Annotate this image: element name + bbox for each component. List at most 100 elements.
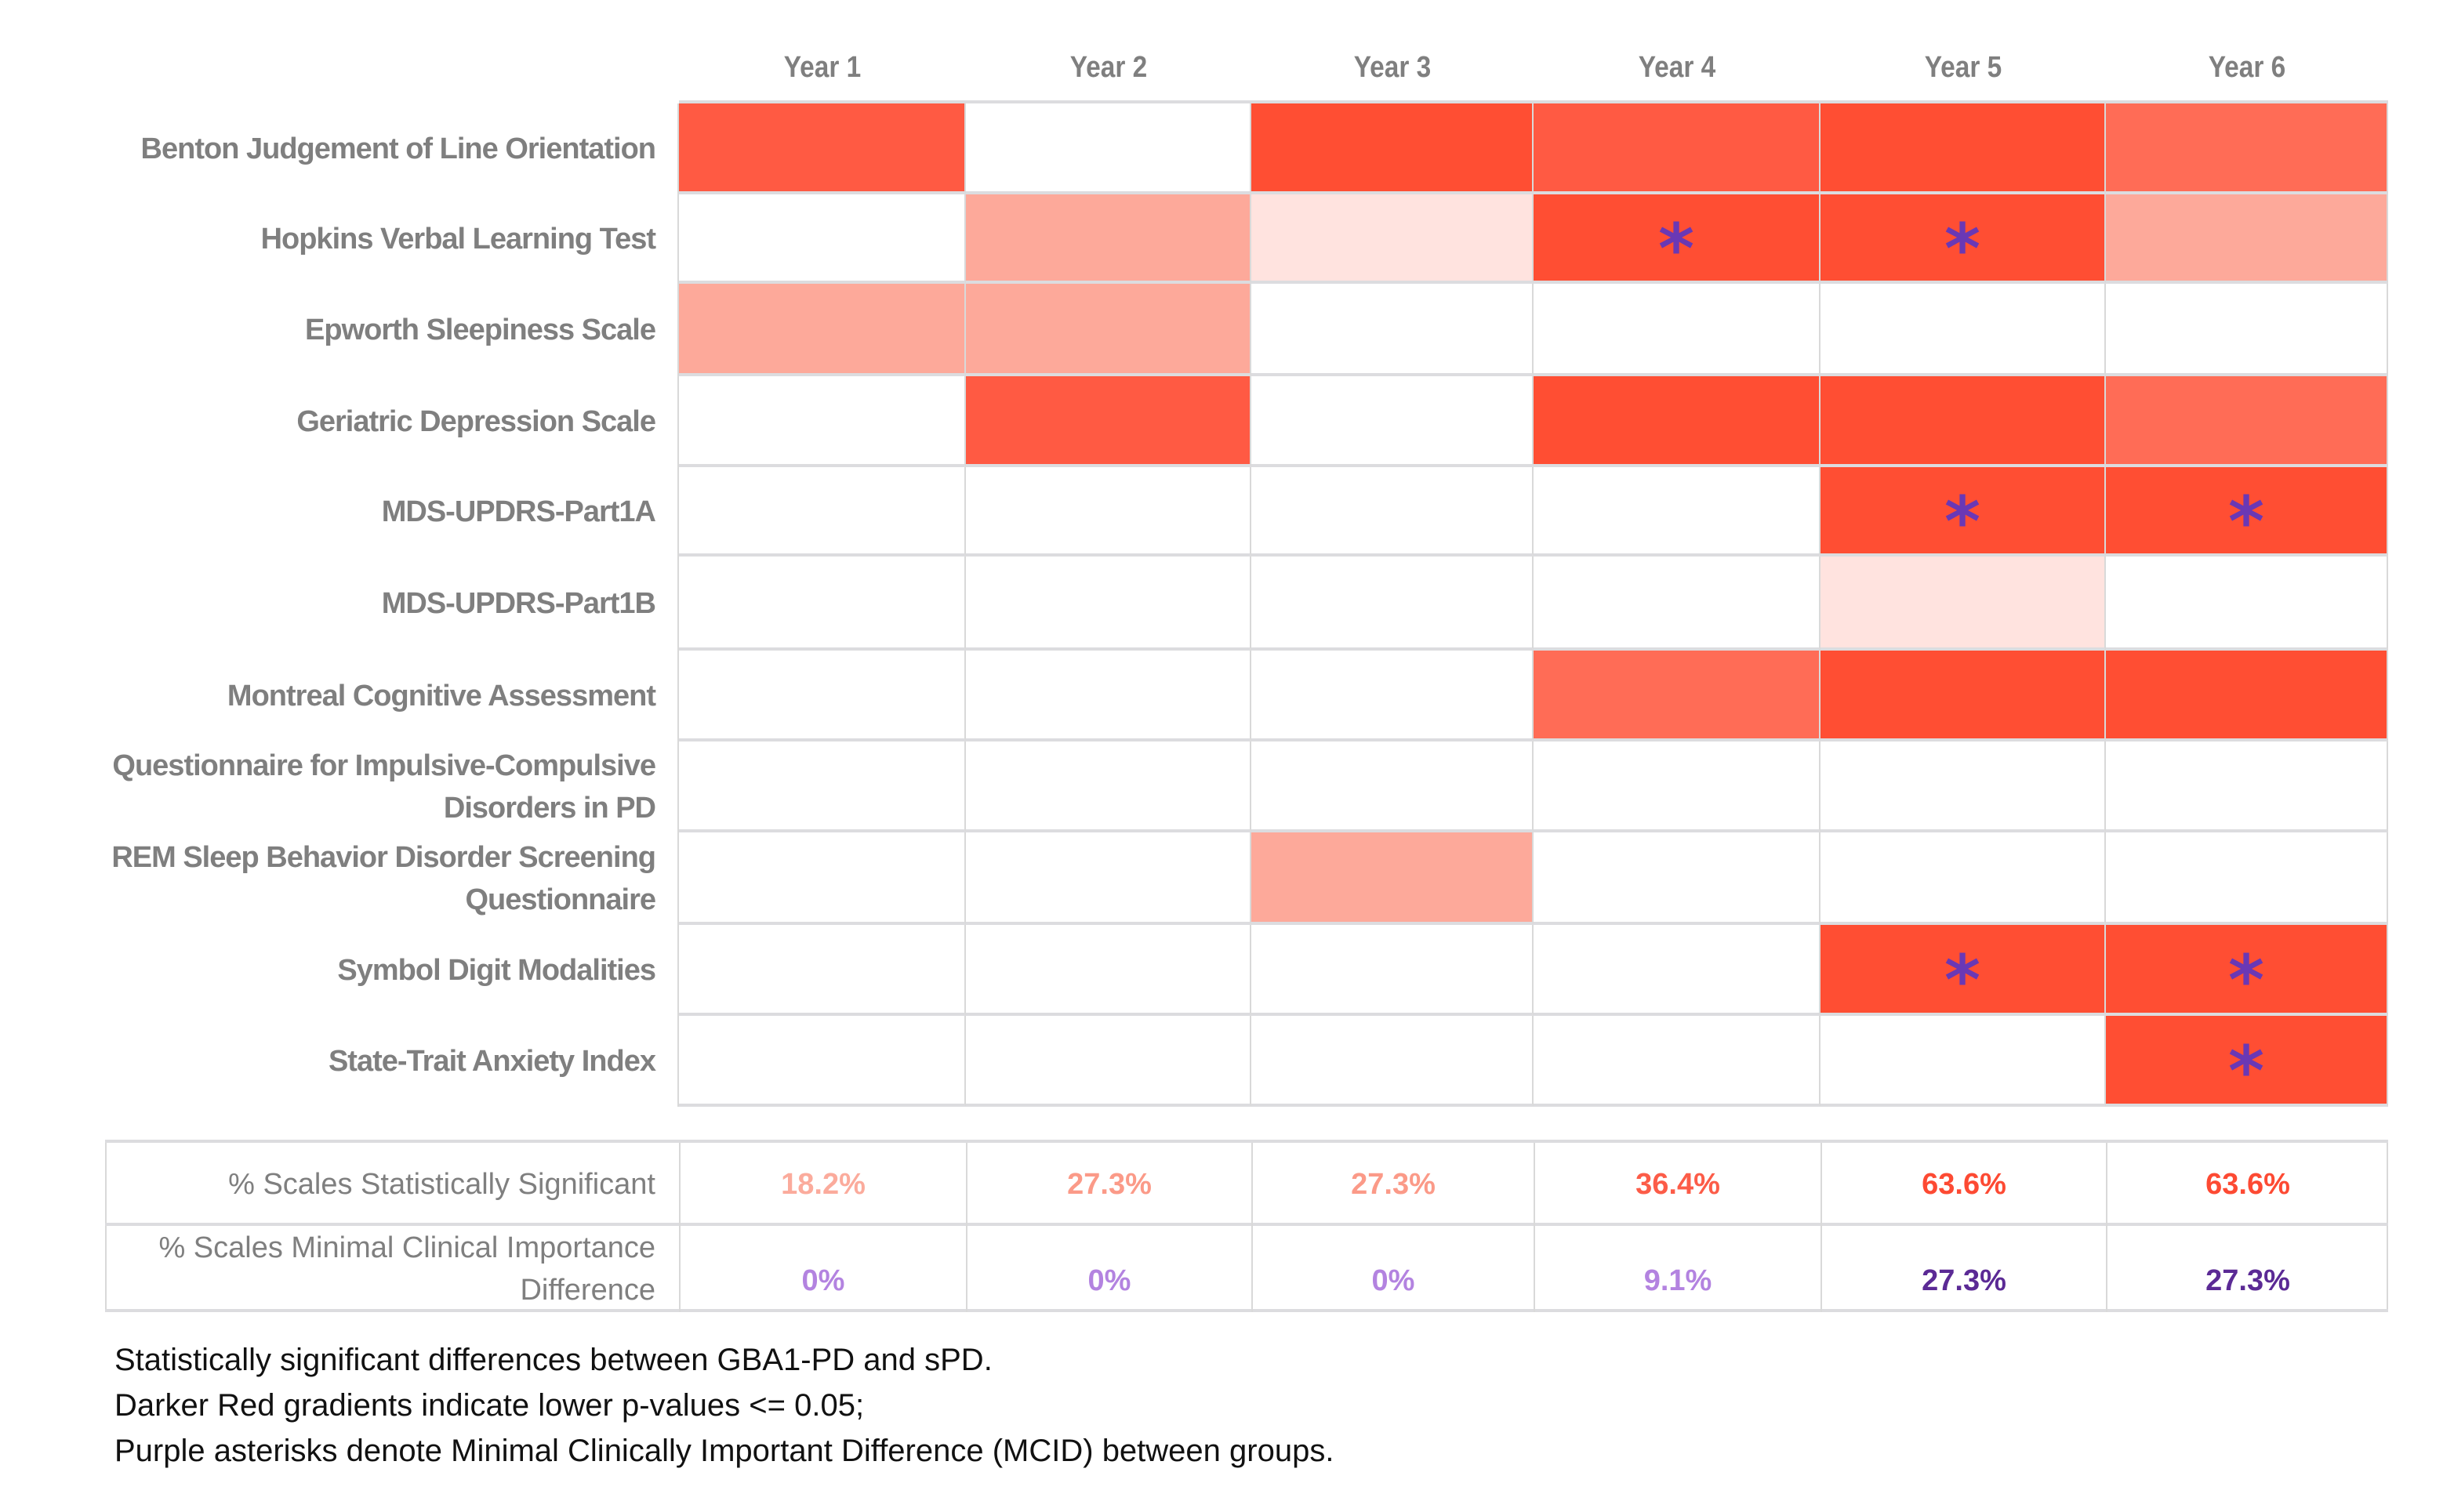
row-label: Hopkins Verbal Learning Test [47, 194, 656, 284]
heatmap-cell [966, 741, 1251, 832]
grid-top-border [679, 100, 2388, 103]
heatmap-cell [1251, 925, 1534, 1016]
footnote: Darker Red gradients indicate lower p-va… [114, 1388, 865, 1423]
mcid-asterisk-icon: * [1944, 208, 1981, 289]
summary-value: 18.2% [679, 1143, 966, 1226]
heatmap-cell [679, 194, 966, 284]
heatmap-cell [2106, 376, 2388, 467]
heatmap-cell [1251, 103, 1534, 194]
summary-row [105, 1226, 2388, 1312]
heatmap-cell [1251, 741, 1534, 832]
mcid-asterisk-icon: * [1657, 208, 1695, 289]
summary-value: 0% [679, 1226, 966, 1312]
heatmap-cell [1821, 376, 2106, 467]
summary-value: 63.6% [2106, 1143, 2388, 1226]
heatmap-cell [679, 284, 966, 376]
heatmap-cell: * [2106, 925, 2388, 1016]
heatmap-cell [679, 467, 966, 557]
column-header: Year 6 [2208, 51, 2286, 84]
row-label-text: REM Sleep Behavior Disorder Screening Qu… [111, 841, 656, 916]
row-label: REM Sleep Behavior Disorder Screening Qu… [47, 832, 656, 925]
mcid-asterisk-icon: * [1944, 940, 1981, 1021]
row-label: Symbol Digit Modalities [47, 925, 656, 1016]
heatmap-cell [1821, 832, 2106, 925]
heatmap-cell: * [2106, 467, 2388, 557]
heatmap-cell [679, 557, 966, 651]
heatmap-cell [1251, 467, 1534, 557]
column-header: Year 2 [1069, 51, 1148, 84]
heatmap-cell [679, 832, 966, 925]
heatmap-cell [1534, 376, 1821, 467]
heatmap-cell [1534, 1016, 1821, 1107]
row-label: Benton Judgement of Line Orientation [47, 103, 656, 194]
column-header: Year 5 [1924, 51, 2002, 84]
row-label-text: MDS-UPDRS-Part1B [381, 587, 656, 620]
heatmap-cell: * [2106, 1016, 2388, 1107]
summary-value: 0% [1251, 1226, 1534, 1312]
heatmap-cell [1534, 741, 1821, 832]
footnote: Statistically significant differences be… [114, 1343, 993, 1377]
row-label: MDS-UPDRS-Part1B [47, 557, 656, 651]
summary-top-border [105, 1140, 2388, 1143]
row-label: MDS-UPDRS-Part1A [47, 467, 656, 557]
mcid-asterisk-icon: * [2227, 940, 2265, 1021]
heatmap-cell [966, 194, 1251, 284]
heatmap-cell [2106, 194, 2388, 284]
column-header: Year 3 [1353, 51, 1432, 84]
heatmap-cell [679, 103, 966, 194]
heatmap-cell [1821, 557, 2106, 651]
heatmap-cell [1821, 103, 2106, 194]
heatmap-cell [1251, 557, 1534, 651]
heatmap-cell [1251, 1016, 1534, 1107]
mcid-asterisk-icon: * [2227, 1031, 2265, 1111]
summary-value: 27.3% [1251, 1143, 1534, 1226]
heatmap-cell [1251, 651, 1534, 741]
summary-right-border [2387, 1143, 2388, 1312]
row-label: Montreal Cognitive Assessment [47, 651, 656, 741]
heatmap-cell [1821, 284, 2106, 376]
summary-value: 27.3% [966, 1143, 1251, 1226]
summary-value: 63.6% [1821, 1143, 2106, 1226]
row-label-text: Symbol Digit Modalities [337, 954, 656, 987]
heatmap-cell [1534, 651, 1821, 741]
heatmap-cell: * [1821, 925, 2106, 1016]
summary-value: 0% [966, 1226, 1251, 1312]
heatmap-cell [2106, 832, 2388, 925]
row-label: Questionnaire for Impulsive-Compulsive D… [47, 741, 656, 832]
heatmap-cell [966, 376, 1251, 467]
column-header: Year 1 [783, 51, 862, 84]
heatmap-cell: * [1821, 467, 2106, 557]
heatmap-cell [679, 925, 966, 1016]
heatmap-cell [1534, 284, 1821, 376]
heatmap-cell [2106, 103, 2388, 194]
heatmap-cell [679, 651, 966, 741]
heatmap-cell [1534, 925, 1821, 1016]
row-label-text: Epworth Sleepiness Scale [305, 314, 656, 346]
mcid-asterisk-icon: * [1944, 481, 1981, 562]
heatmap-cell [2106, 651, 2388, 741]
heatmap-cell [1251, 194, 1534, 284]
heatmap-cell [679, 741, 966, 832]
heatmap-cell [1534, 832, 1821, 925]
heatmap-cell [1534, 467, 1821, 557]
column-header: Year 4 [1638, 51, 1716, 84]
row-label-text: MDS-UPDRS-Part1A [381, 495, 656, 528]
mcid-asterisk-icon: * [2227, 481, 2265, 562]
heatmap-cell [1821, 741, 2106, 832]
row-label-text: Questionnaire for Impulsive-Compulsive D… [112, 749, 656, 825]
heatmap-cell: * [1821, 194, 2106, 284]
heatmap-cell [1251, 832, 1534, 925]
summary-value: 27.3% [2106, 1226, 2388, 1312]
footnote: Purple asterisks denote Minimal Clinical… [114, 1434, 1334, 1468]
summary-left-border [105, 1143, 107, 1312]
heatmap-cell [1534, 103, 1821, 194]
heatmap-cell [966, 284, 1251, 376]
heatmap-cell [966, 651, 1251, 741]
heatmap-cell [966, 557, 1251, 651]
row-label-text: Geriatric Depression Scale [296, 405, 656, 438]
row-label-text: State-Trait Anxiety Index [328, 1045, 656, 1078]
summary-value: 9.1% [1534, 1226, 1821, 1312]
heatmap-cell [966, 925, 1251, 1016]
summary-value: 27.3% [1821, 1226, 2106, 1312]
row-label: Geriatric Depression Scale [47, 376, 656, 467]
